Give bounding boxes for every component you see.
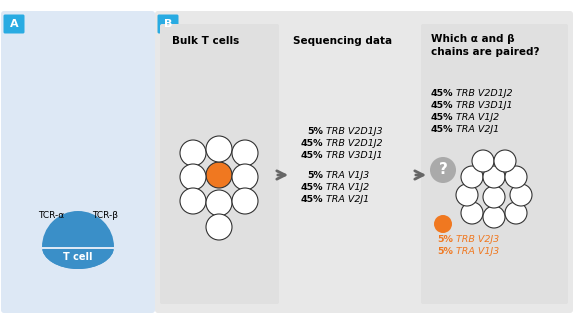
Circle shape (232, 188, 258, 214)
Circle shape (430, 157, 456, 183)
Circle shape (510, 184, 532, 206)
Text: 45%: 45% (431, 126, 453, 135)
Circle shape (180, 188, 206, 214)
Text: T cell: T cell (63, 252, 93, 262)
Wedge shape (42, 211, 114, 247)
Text: TRB V2D1J3: TRB V2D1J3 (326, 127, 382, 135)
Text: chains are paired?: chains are paired? (431, 47, 539, 57)
FancyBboxPatch shape (160, 24, 279, 304)
Text: 45%: 45% (301, 139, 323, 148)
Text: Which α and β: Which α and β (431, 34, 515, 44)
FancyBboxPatch shape (421, 24, 568, 304)
Ellipse shape (42, 225, 114, 269)
Circle shape (206, 162, 232, 188)
Bar (38, 17, 118, 250)
Text: TRA V2J1: TRA V2J1 (326, 196, 369, 204)
Text: TRA V2J1: TRA V2J1 (456, 126, 499, 135)
Bar (82, 172, 96, 186)
Text: 45%: 45% (431, 89, 453, 99)
Circle shape (206, 214, 232, 240)
Circle shape (180, 140, 206, 166)
Text: TRA V1J3: TRA V1J3 (456, 247, 499, 257)
Circle shape (206, 136, 232, 162)
Text: Sequencing data: Sequencing data (293, 36, 392, 46)
Ellipse shape (42, 225, 114, 269)
Text: A: A (10, 19, 18, 29)
Text: 5%: 5% (437, 234, 453, 244)
Circle shape (483, 166, 505, 188)
FancyBboxPatch shape (283, 24, 417, 304)
Text: 45%: 45% (301, 150, 323, 160)
Text: TRB V3D1J1: TRB V3D1J1 (456, 101, 512, 110)
FancyBboxPatch shape (1, 11, 155, 313)
Text: B: B (164, 19, 172, 29)
Text: TRA V1J3: TRA V1J3 (326, 171, 369, 181)
Bar (60, 193, 74, 204)
Circle shape (505, 166, 527, 188)
Bar (82, 186, 96, 193)
Text: TRB V3D1J1: TRB V3D1J1 (326, 150, 382, 160)
Circle shape (494, 150, 516, 172)
Bar (81, 170, 97, 225)
Bar (59, 170, 75, 225)
Circle shape (232, 140, 258, 166)
Circle shape (483, 186, 505, 208)
Circle shape (505, 202, 527, 224)
Circle shape (206, 190, 232, 216)
Circle shape (472, 150, 494, 172)
Circle shape (232, 164, 258, 190)
Text: TRB V2D1J2: TRB V2D1J2 (456, 89, 512, 99)
Bar (60, 172, 74, 186)
Circle shape (456, 184, 478, 206)
Text: TRA V1J2: TRA V1J2 (326, 183, 369, 192)
Text: 5%: 5% (307, 127, 323, 135)
Circle shape (461, 202, 483, 224)
Circle shape (461, 166, 483, 188)
Text: TRB V2J3: TRB V2J3 (456, 234, 499, 244)
Bar (82, 193, 96, 204)
Text: TRA V1J2: TRA V1J2 (456, 114, 499, 122)
Text: 45%: 45% (301, 183, 323, 192)
Circle shape (483, 206, 505, 228)
Bar (38, 17, 118, 249)
FancyBboxPatch shape (155, 11, 573, 313)
Bar (60, 186, 74, 193)
Text: 45%: 45% (301, 196, 323, 204)
FancyBboxPatch shape (158, 15, 178, 33)
Text: TRB V2D1J2: TRB V2D1J2 (326, 139, 382, 148)
Text: Bulk T cells: Bulk T cells (172, 36, 239, 46)
Text: 45%: 45% (431, 114, 453, 122)
Text: 5%: 5% (307, 171, 323, 181)
Text: TCR-α: TCR-α (38, 211, 64, 219)
Circle shape (434, 215, 452, 233)
Circle shape (180, 164, 206, 190)
FancyBboxPatch shape (3, 15, 25, 33)
Text: TCR-β: TCR-β (92, 211, 118, 219)
Text: ?: ? (439, 162, 447, 177)
Text: 45%: 45% (431, 101, 453, 110)
Text: 5%: 5% (437, 247, 453, 257)
